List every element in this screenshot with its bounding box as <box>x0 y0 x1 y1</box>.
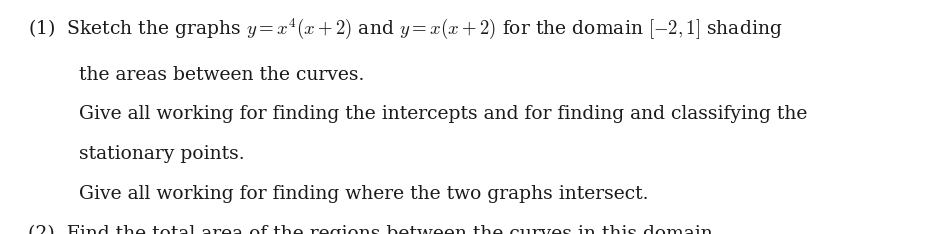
Text: the areas between the curves.: the areas between the curves. <box>79 66 364 84</box>
Text: stationary points.: stationary points. <box>79 145 245 163</box>
Text: Give all working for finding where the two graphs intersect.: Give all working for finding where the t… <box>79 185 649 203</box>
Text: (1)  Sketch the graphs $y = x^4(x+2)$ and $y = x(x+2)$ for the domain $[-2, 1]$ : (1) Sketch the graphs $y = x^4(x+2)$ and… <box>28 16 783 41</box>
Text: (2)  Find the total area of the regions between the curves in this domain.: (2) Find the total area of the regions b… <box>28 225 719 234</box>
Text: Give all working for finding the intercepts and for finding and classifying the: Give all working for finding the interce… <box>79 105 808 123</box>
